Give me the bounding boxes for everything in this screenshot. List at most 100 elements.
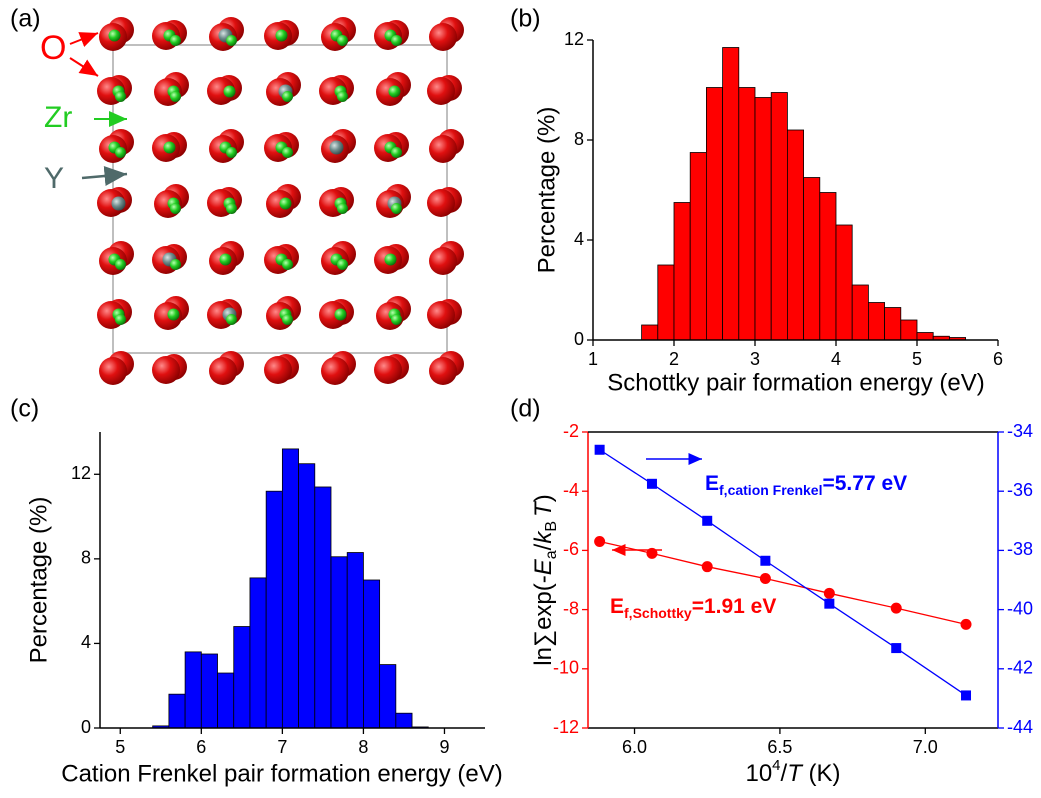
atom-zr <box>337 203 348 214</box>
y-tick-label: 4 <box>81 632 91 652</box>
bar <box>723 48 739 341</box>
atom-zr <box>170 91 181 102</box>
point <box>760 556 770 566</box>
annotation: Ef,Schottky=1.91 eV <box>610 595 776 621</box>
y-label-part: ln∑exp(- <box>530 575 557 665</box>
atom-y <box>330 141 344 155</box>
atom-o <box>429 357 457 385</box>
bar <box>820 193 836 341</box>
y-label-part: ) <box>530 494 557 502</box>
bar <box>185 652 201 728</box>
x-tick-label: 8 <box>358 737 368 757</box>
atom-o <box>264 356 292 384</box>
bar <box>885 308 901 341</box>
bar <box>868 303 884 341</box>
y-tick-label: 8 <box>81 548 91 568</box>
atom-zr <box>391 314 402 325</box>
atom-zr <box>282 91 293 102</box>
atom-zr <box>164 142 176 154</box>
atom-zr <box>115 314 126 325</box>
y2-tick-label: -38 <box>1007 539 1033 559</box>
bar <box>642 325 658 340</box>
atom-label: Y <box>44 162 64 195</box>
x-axis-label: Cation Frenkel pair formation energy (eV… <box>61 760 503 787</box>
point <box>760 573 771 584</box>
x-tick-label: 7 <box>277 737 287 757</box>
bar <box>266 491 282 728</box>
atom-zr <box>226 203 237 214</box>
arrow <box>70 33 98 44</box>
y-tick-label: 8 <box>574 129 584 149</box>
y2-tick-label: -42 <box>1007 658 1033 678</box>
y-label-part: B <box>543 521 560 532</box>
y-axis-label: Percentage (%) <box>25 497 52 664</box>
atom-zr <box>226 35 237 46</box>
y2-tick-label: -36 <box>1007 480 1033 500</box>
bar <box>299 464 315 728</box>
point <box>824 588 835 599</box>
y-axis-label: Percentage (%) <box>533 107 560 274</box>
atom-o <box>209 357 237 385</box>
atom-zr <box>282 314 293 325</box>
atom-zr <box>337 35 348 46</box>
atom-zr <box>276 30 288 42</box>
point <box>647 479 657 489</box>
bar <box>787 130 803 340</box>
x-axis-label: Schottky pair formation energy (eV) <box>607 369 985 396</box>
y-axis-label: ln∑exp(-Ea/kBT) <box>530 494 560 665</box>
y-tick-label: -8 <box>563 598 579 618</box>
atom-zr <box>389 86 401 98</box>
atom-o <box>152 356 180 384</box>
annotation-part: =1.91 eV <box>692 595 777 618</box>
atom-o <box>321 357 349 385</box>
atom-o <box>429 247 457 275</box>
x-tick-label: 6 <box>196 737 206 757</box>
point <box>595 445 605 455</box>
atom-zr <box>335 309 347 321</box>
bar <box>169 694 185 728</box>
point <box>646 548 657 559</box>
atom-zr <box>170 35 181 46</box>
panel-label: (d) <box>510 395 541 423</box>
atom-zr <box>226 314 237 325</box>
bar <box>396 713 412 728</box>
atom-zr <box>280 198 292 210</box>
atom-zr <box>282 147 293 158</box>
x-tick-label: 6 <box>993 349 1003 369</box>
atom-zr <box>115 147 126 158</box>
atom-o <box>427 189 455 217</box>
arrow <box>82 174 127 178</box>
x-axis-label: 104/T (K) <box>745 757 840 787</box>
point <box>891 603 902 614</box>
bar <box>658 265 674 340</box>
crystal-structure <box>97 17 464 385</box>
y-tick-label: -4 <box>563 480 579 500</box>
x-tick-label: 7.0 <box>913 737 938 757</box>
atom-o <box>427 77 455 105</box>
atom-o <box>374 356 402 384</box>
atom-label: Zr <box>44 101 72 134</box>
atom-zr <box>170 203 181 214</box>
bar <box>917 333 933 341</box>
y-tick-label: -10 <box>553 658 579 678</box>
x-tick-label: 4 <box>831 349 841 369</box>
point <box>594 536 605 547</box>
y-tick-label: 12 <box>564 29 584 49</box>
x-tick-label: 5 <box>912 349 922 369</box>
panel-label: (b) <box>510 5 541 33</box>
bar <box>363 580 379 728</box>
bar <box>739 88 755 341</box>
bar <box>250 578 266 728</box>
x-tick-label: 3 <box>750 349 760 369</box>
atom-zr <box>282 259 293 270</box>
x-label-part: 10 <box>745 760 772 787</box>
y2-tick-label: -40 <box>1007 598 1033 618</box>
bar <box>282 449 298 728</box>
x-label-part: (K) <box>802 760 841 787</box>
bar <box>836 225 852 340</box>
panel-label: (a) <box>10 5 41 33</box>
annotation-part: f,cation Frenkel <box>719 482 822 498</box>
annotation-part: E <box>705 472 719 495</box>
bar <box>804 178 820 341</box>
bar <box>771 93 787 341</box>
